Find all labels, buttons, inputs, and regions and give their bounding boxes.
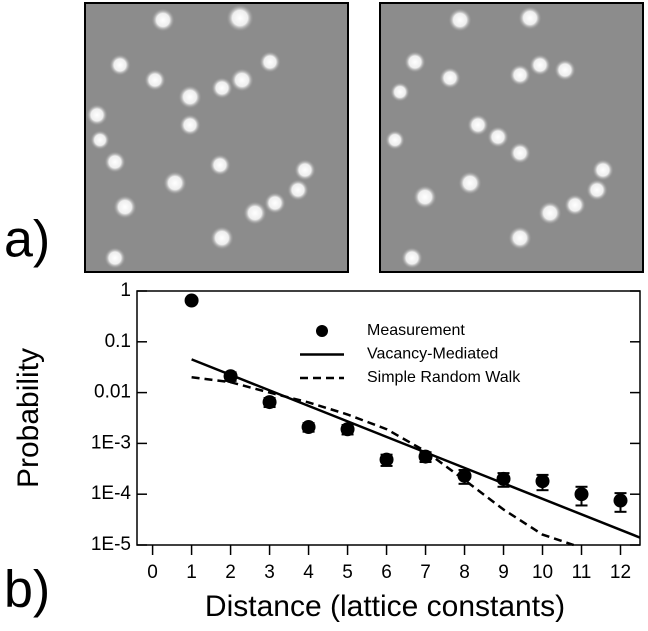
x-tick-label: 12 — [610, 562, 631, 583]
y-tick-label: 1E-3 — [91, 432, 131, 453]
y-tick-label: 1 — [120, 280, 131, 301]
line-series — [191, 358, 641, 539]
x-tick-label: 0 — [147, 562, 158, 583]
panel-label: a) — [4, 211, 50, 269]
x-tick-label: 10 — [532, 562, 553, 583]
y-tick-label: 0.01 — [94, 382, 131, 403]
x-tick-label: 8 — [459, 562, 470, 583]
stm-image-right — [379, 2, 644, 273]
x-tick-label: 6 — [381, 562, 392, 583]
legend-marker — [316, 325, 328, 337]
data-point — [457, 468, 472, 483]
stm-image-left — [84, 2, 349, 273]
x-tick-label: 4 — [303, 562, 314, 583]
y-tick-label: 0.1 — [105, 331, 131, 352]
y-axis-label: Probability — [12, 348, 45, 488]
x-tick-label: 5 — [342, 562, 353, 583]
legend-label: Vacancy-Mediated — [367, 346, 498, 363]
data-point — [301, 420, 316, 435]
data-point — [574, 487, 589, 502]
data-point — [535, 474, 550, 489]
y-tick-label: 1E-4 — [91, 483, 132, 504]
legend-label: Simple Random Walk — [367, 369, 521, 386]
plot-frame — [136, 290, 641, 546]
data-point — [340, 422, 355, 437]
x-axis-label: Distance (lattice constants) — [205, 590, 565, 623]
x-tick-label: 1 — [186, 562, 197, 583]
x-tick-label: 3 — [264, 562, 275, 583]
data-point — [262, 395, 277, 410]
data-point — [379, 452, 394, 467]
legend-label: Measurement — [367, 322, 465, 339]
x-tick-label: 11 — [572, 562, 592, 583]
data-point — [613, 493, 628, 508]
x-tick-label: 9 — [498, 562, 509, 583]
data-point — [184, 293, 199, 308]
x-tick-label: 2 — [225, 562, 236, 583]
panel-label: b) — [4, 561, 50, 619]
y-tick-label: 1E-5 — [91, 534, 131, 555]
line-series — [191, 376, 575, 547]
x-tick-label: 7 — [420, 562, 431, 583]
